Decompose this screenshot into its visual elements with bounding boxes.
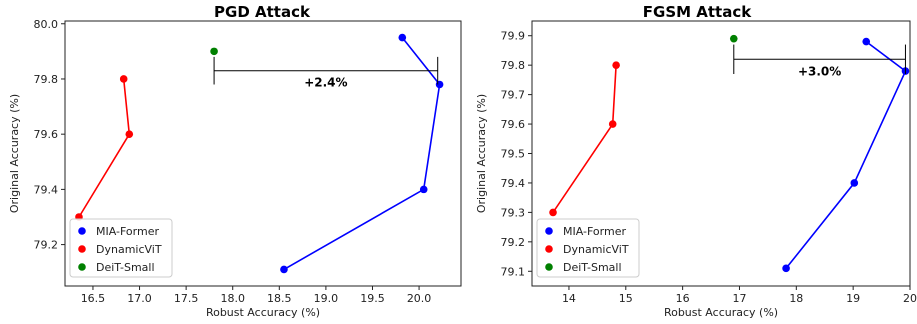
x-tick-label: 14 [562,292,576,305]
x-axis-label: Robust Accuracy (%) [206,306,320,319]
y-tick-label: 79.3 [501,206,526,219]
legend: MIA-Former DynamicViT DeiT-Small [69,218,173,278]
y-axis-label: Original Accuracy (%) [475,94,488,213]
legend: MIA-Former DynamicViT DeiT-Small [536,218,640,278]
data-point [862,37,871,46]
legend-marker [545,263,553,271]
series-line [552,65,617,213]
x-tick-label: 20.0 [407,292,432,305]
chart-2: FGSM Attack 14 15 16 17 18 19 20 79.1 79.2 79.3 79.… [475,3,917,319]
x-tick-label: 18.5 [267,292,292,305]
data-point [398,33,407,42]
annotation-label: +2.4% [304,76,347,90]
chart-1: PGD Attack 16.5 17.0 17.5 18.0 18.5 19.0 19.5 20… [8,3,462,319]
y-tick-label: 79.8 [501,59,526,72]
y-tick-label: 79.7 [501,89,526,102]
legend-label: DeiT-Small [96,261,155,274]
x-tick-label: 18 [789,292,803,305]
data-point [782,264,790,273]
data-point [210,47,218,56]
x-tick-label: 17.0 [127,292,152,305]
y-axis-label: Original Accuracy (%) [8,94,21,213]
data-point [419,185,428,194]
x-tick-label: 16.5 [81,292,106,305]
x-tick-label: 16 [676,292,690,305]
legend-label: DeiT-Small [563,261,622,274]
series-line [785,40,907,269]
x-tick-label: 19.0 [314,292,339,305]
x-tick-label: 18.0 [220,292,245,305]
series-dynamicvit [549,61,620,217]
data-point [280,265,288,274]
data-point [612,61,620,69]
series-mia-former [280,33,444,274]
data-point [549,208,557,217]
chart-title: PGD Attack [214,3,311,21]
y-tick-label: 79.6 [34,128,59,141]
y-tick-label: 79.1 [501,265,526,278]
y-tick-label: 80.0 [34,18,59,31]
x-axis-label: Robust Accuracy (%) [664,306,778,319]
y-tick-label: 79.2 [501,236,526,249]
legend-label: MIA-Former [563,225,626,238]
legend-label: DynamicViT [563,243,629,256]
y-tick-label: 79.2 [34,239,59,252]
annotation-label: +3.0% [798,64,841,78]
y-tick-label: 79.4 [501,177,526,190]
plot-frame [531,20,911,287]
y-tick-label: 79.8 [34,73,59,86]
data-point [608,120,617,128]
legend-marker [78,263,86,271]
y-tick-label: 79.9 [501,30,526,43]
chart-title: FGSM Attack [643,3,752,21]
x-tick-label: 15 [619,292,633,305]
legend-box [536,218,640,278]
data-point [119,75,128,83]
legend-label: DynamicViT [96,243,162,256]
gain-annotation: +2.4% [213,56,439,90]
series-line [283,37,441,271]
data-point [435,80,444,89]
legend-box [69,218,173,278]
data-point [125,130,134,138]
plot-frame [64,20,462,287]
x-tick-label: 19 [846,292,860,305]
legend-marker [545,227,553,235]
x-tick-label: 17 [732,292,746,305]
series-deit-small [210,47,218,56]
data-point [850,179,859,187]
y-tick-label: 79.5 [501,148,526,161]
legend-label: MIA-Former [96,225,159,238]
data-point [729,34,738,43]
gain-annotation: +3.0% [733,44,906,78]
series-deit-small [729,34,738,43]
y-tick-label: 79.6 [501,118,526,131]
x-tick-label: 20 [903,292,917,305]
legend-marker [78,227,86,235]
y-tick-label: 79.4 [34,183,59,196]
legend-marker [545,245,553,253]
x-tick-label: 17.5 [174,292,199,305]
legend-marker [78,245,86,253]
series-line [78,78,131,218]
x-tick-label: 19.5 [360,292,385,305]
series-dynamicvit [75,75,134,221]
